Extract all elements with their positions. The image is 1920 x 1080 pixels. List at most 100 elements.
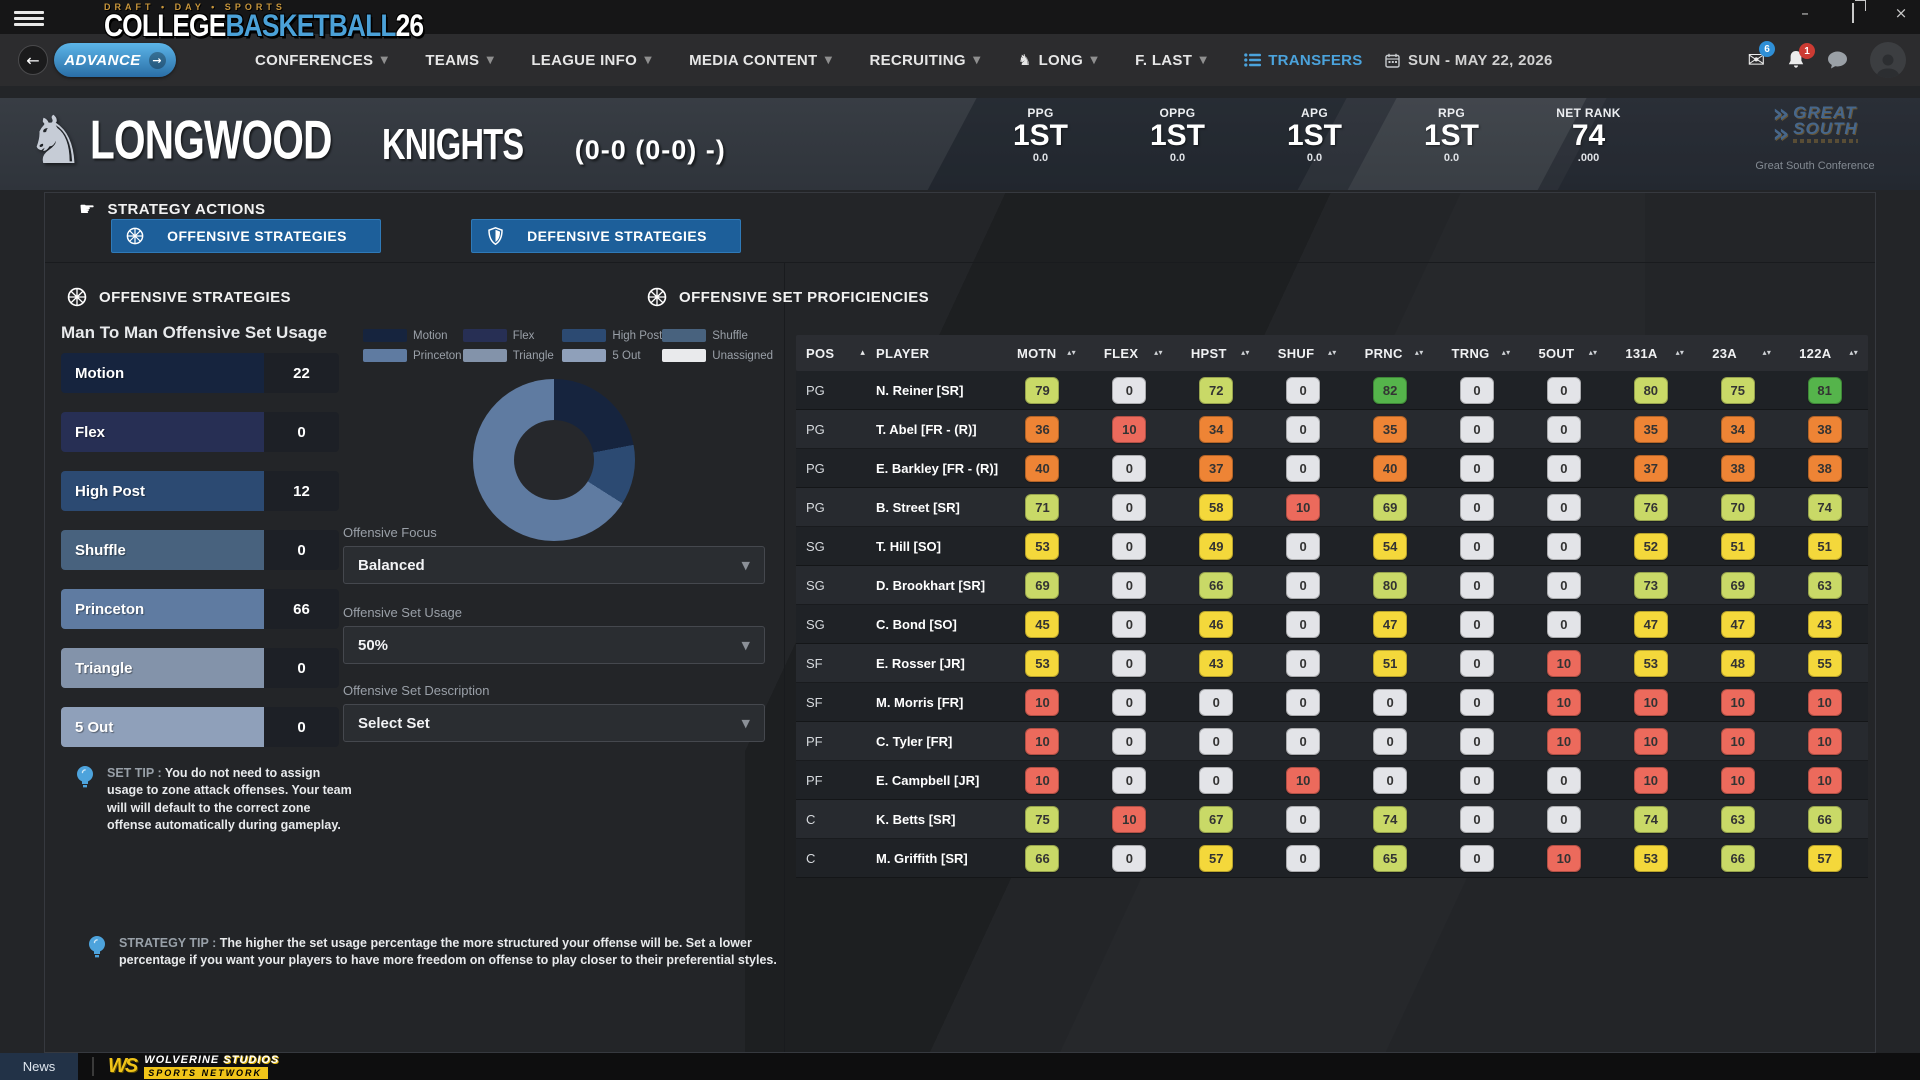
column-header-prnc[interactable]: PRNC ▴▾ <box>1364 345 1424 361</box>
player-row-t-abel-fr-r[interactable]: PG T. Abel [FR - (R)] 36 10 34 0 35 0 0 35 34 38 <box>796 410 1868 449</box>
sort-asc-icon: ▴ <box>860 348 866 358</box>
dropdown-offensive-focus[interactable]: Balanced ▼ <box>343 546 765 584</box>
column-header-23a[interactable]: 23A ▴▾ <box>1712 345 1772 361</box>
column-header-trng[interactable]: TRNG ▴▾ <box>1451 345 1511 361</box>
nav-item-f-last[interactable]: F. LAST ▼ <box>1135 52 1207 69</box>
set-usage-row-5-out[interactable]: 5 Out 0 <box>61 707 341 747</box>
player-row-t-hill-so[interactable]: SG T. Hill [SO] 53 0 49 0 54 0 0 52 51 51 <box>796 527 1868 566</box>
nav-item-transfers[interactable]: TRANSFERS <box>1244 52 1362 69</box>
stat-value: 0.0 <box>1169 152 1186 164</box>
player-name: C. Tyler [FR] <box>876 733 953 749</box>
set-value[interactable]: 0 <box>264 707 339 747</box>
column-header-pos[interactable]: POS ▴ <box>806 345 866 361</box>
nav-item-league-info[interactable]: LEAGUE INFO ▼ <box>531 52 652 69</box>
notifications-button[interactable]: 1 <box>1787 43 1815 70</box>
player-row-n-reiner-sr[interactable]: PG N. Reiner [SR] 79 0 72 0 82 0 0 80 75 81 <box>796 371 1868 410</box>
set-usage-row-triangle[interactable]: Triangle 0 <box>61 648 341 688</box>
rating-131a: 10 <box>1633 766 1668 794</box>
rating-122a: 57 <box>1807 844 1842 872</box>
nav-item-recruiting[interactable]: RECRUITING ▼ <box>869 52 980 69</box>
news-ticker-button[interactable]: News <box>0 1053 78 1080</box>
rating-motn: 53 <box>1025 532 1060 560</box>
date-display[interactable]: SUN - MAY 22, 2026 <box>1385 34 1553 86</box>
rating-prnc: 80 <box>1373 571 1408 599</box>
nav-item-teams[interactable]: TEAMS ▼ <box>425 52 494 69</box>
rating-motn: 36 <box>1025 415 1060 443</box>
chevron-down-icon: ▼ <box>644 54 653 66</box>
column-header-motn[interactable]: MOTN ▴▾ <box>1017 345 1076 361</box>
set-value[interactable]: 0 <box>264 530 339 570</box>
rating-5out: 10 <box>1546 688 1581 716</box>
player-row-b-street-sr[interactable]: PG B. Street [SR] 71 0 58 10 69 0 0 76 70 74 <box>796 488 1868 527</box>
hamburger-menu-icon[interactable] <box>14 8 44 28</box>
team-stat-apg: APG 1ST 0.0 <box>1246 106 1383 164</box>
rating-23a: 70 <box>1720 493 1755 521</box>
rating-122a: 10 <box>1807 766 1842 794</box>
player-position: SF <box>806 655 823 671</box>
back-button[interactable]: ← <box>18 45 48 75</box>
nav-item-conferences[interactable]: CONFERENCES ▼ <box>255 52 388 69</box>
advance-button[interactable]: ADVANCE → <box>54 43 176 77</box>
player-position: PF <box>806 772 823 788</box>
close-icon[interactable]: × <box>1894 4 1908 22</box>
column-header-shuf[interactable]: SHUF ▴▾ <box>1277 345 1337 361</box>
player-row-c-bond-so[interactable]: SG C. Bond [SO] 45 0 46 0 47 0 0 47 47 43 <box>796 605 1868 644</box>
set-value[interactable]: 0 <box>264 648 339 688</box>
set-value[interactable]: 12 <box>264 471 339 511</box>
column-header-hpst[interactable]: HPST ▴▾ <box>1190 345 1250 361</box>
legend-item-princeton: Princeton <box>363 349 463 362</box>
rating-hpst: 58 <box>1199 493 1234 521</box>
dropdown-offensive-set-usage[interactable]: 50% ▼ <box>343 626 765 664</box>
player-row-e-rosser-jr[interactable]: SF E. Rosser [JR] 53 0 43 0 51 0 10 53 48 55 <box>796 644 1868 683</box>
column-header-5out[interactable]: 5OUT ▴▾ <box>1538 345 1598 361</box>
player-row-e-campbell-jr[interactable]: PF E. Campbell [JR] 10 0 0 10 0 0 0 10 10 10 <box>796 761 1868 800</box>
nav-item-label: F. LAST <box>1135 51 1193 69</box>
player-row-e-barkley-fr-r[interactable]: PG E. Barkley [FR - (R)] 40 0 37 0 40 0 0 37 38 38 <box>796 449 1868 488</box>
player-row-m-morris-fr[interactable]: SF M. Morris [FR] 10 0 0 0 0 0 10 10 10 10 <box>796 683 1868 722</box>
set-usage-row-flex[interactable]: Flex 0 <box>61 412 341 452</box>
set-usage-row-motion[interactable]: Motion 22 <box>61 353 341 393</box>
set-value[interactable]: 22 <box>264 353 339 393</box>
player-row-k-betts-sr[interactable]: C K. Betts [SR] 75 10 67 0 74 0 0 74 63 66 <box>796 800 1868 839</box>
team-name-row: LONGWOOD KNIGHTS (0-0 (0-0) -) <box>90 110 726 172</box>
rating-motn: 40 <box>1025 454 1060 482</box>
nav-item-long[interactable]: ♞ LONG ▼ <box>1018 52 1098 69</box>
rating-131a: 74 <box>1633 805 1668 833</box>
set-usage-subtitle: Man To Man Offensive Set Usage <box>61 323 328 342</box>
chat-button[interactable] <box>1827 51 1848 69</box>
rating-shuf: 0 <box>1286 454 1321 482</box>
messages-button[interactable]: ✉ 6 <box>1747 41 1775 72</box>
game-logo: DRAFT • DAY • SPORTS COLLEGEBASKETBALL26 <box>104 2 467 42</box>
set-usage-row-princeton[interactable]: Princeton 66 <box>61 589 341 629</box>
stat-label: APG <box>1301 106 1328 120</box>
rating-hpst: 0 <box>1199 766 1234 794</box>
notifications-count-badge: 1 <box>1799 43 1815 59</box>
offensive-strategies-button[interactable]: OFFENSIVE STRATEGIES <box>111 219 381 253</box>
column-header-flex[interactable]: FLEX ▴▾ <box>1103 345 1163 361</box>
defensive-strategies-button[interactable]: DEFENSIVE STRATEGIES <box>471 219 741 253</box>
player-row-c-tyler-fr[interactable]: PF C. Tyler [FR] 10 0 0 0 0 0 10 10 10 10 <box>796 722 1868 761</box>
player-row-m-griffith-sr[interactable]: C M. Griffith [SR] 66 0 57 0 65 0 10 53 66 57 <box>796 839 1868 878</box>
set-label: Shuffle <box>61 530 264 570</box>
advance-label: ADVANCE <box>64 51 141 69</box>
dropdown-value: Balanced <box>358 556 425 574</box>
set-usage-row-shuffle[interactable]: Shuffle 0 <box>61 530 341 570</box>
column-header-131a[interactable]: 131A ▴▾ <box>1625 345 1685 361</box>
rating-5out: 0 <box>1546 493 1581 521</box>
nav-item-media-content[interactable]: MEDIA CONTENT ▼ <box>689 52 832 69</box>
restore-icon[interactable] <box>1842 3 1864 23</box>
dropdown-offensive-set-description[interactable]: Select Set ▼ <box>343 704 765 742</box>
user-avatar[interactable] <box>1870 42 1906 78</box>
rating-hpst: 49 <box>1199 532 1234 560</box>
set-value[interactable]: 66 <box>264 589 339 629</box>
player-row-d-brookhart-sr[interactable]: SG D. Brookhart [SR] 69 0 66 0 80 0 0 73 69 63 <box>796 566 1868 605</box>
conference-caption: Great South Conference <box>1755 160 1875 172</box>
rating-flex: 10 <box>1112 415 1147 443</box>
set-usage-row-high-post[interactable]: High Post 12 <box>61 471 341 511</box>
column-header-122a[interactable]: 122A ▴▾ <box>1799 345 1859 361</box>
player-position: PG <box>806 460 825 476</box>
set-value[interactable]: 0 <box>264 412 339 452</box>
studio-line2: SPORTS NETWORK <box>144 1066 269 1079</box>
column-header-player[interactable]: PLAYER <box>876 345 930 361</box>
minimize-icon[interactable]: – <box>1801 4 1809 22</box>
